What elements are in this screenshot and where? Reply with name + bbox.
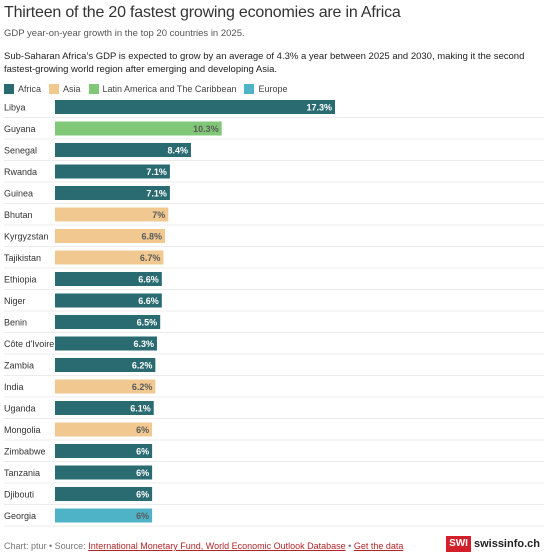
category-label: Niger: [4, 296, 26, 306]
value-label: 7%: [152, 210, 165, 220]
category-label: Zambia: [4, 361, 34, 371]
bar[interactable]: [55, 121, 222, 136]
value-label: 6.7%: [140, 253, 161, 263]
legend-item-latam: Latin America and The Caribbean: [88, 84, 237, 94]
bar[interactable]: [55, 164, 170, 179]
value-label: 6.8%: [142, 232, 163, 242]
value-label: 6.3%: [133, 339, 154, 349]
value-label: 10.3%: [193, 124, 219, 134]
legend-swatch-asia: [49, 84, 60, 94]
swissinfo-logo[interactable]: SWI swissinfo.ch: [446, 536, 540, 552]
value-label: 6%: [136, 425, 149, 435]
chart-subtitle: GDP year-on-year growth in the top 20 co…: [4, 28, 245, 39]
swi-badge: SWI: [446, 536, 471, 552]
chart-title: Thirteen of the 20 fastest growing econo…: [4, 4, 401, 21]
source-link[interactable]: International Monetary Fund, World Econo…: [88, 541, 346, 551]
category-label: India: [4, 382, 24, 392]
value-label: 6%: [136, 490, 149, 500]
get-data-link[interactable]: Get the data: [353, 541, 404, 551]
category-label: Mongolia: [4, 425, 41, 435]
legend-label-africa: Africa: [18, 84, 42, 94]
value-label: 8.4%: [167, 146, 188, 156]
footer-separator: •: [345, 541, 354, 551]
legend-item-europe: Europe: [244, 84, 287, 94]
category-label: Tajikistan: [4, 253, 41, 263]
value-label: 6.5%: [137, 318, 158, 328]
value-label: 6%: [136, 511, 149, 521]
bar[interactable]: [55, 229, 166, 243]
footer-credit: Chart: ptur • Source:: [4, 541, 89, 551]
category-label: Libya: [4, 103, 26, 113]
category-label: Tanzania: [4, 468, 40, 478]
value-label: 17.3%: [306, 103, 332, 113]
value-label: 6.1%: [130, 404, 151, 414]
bar[interactable]: [55, 508, 153, 523]
category-label: Zimbabwe: [4, 447, 46, 457]
category-label: Côte d'Ivoire: [4, 339, 54, 349]
legend-label-latam: Latin America and The Caribbean: [102, 84, 237, 94]
value-label: 6.2%: [132, 361, 153, 371]
category-label: Guinea: [4, 189, 33, 199]
value-label: 7.1%: [146, 167, 167, 177]
bar[interactable]: [55, 315, 161, 329]
legend-label-europe: Europe: [258, 84, 288, 94]
legend: Africa Asia Latin America and The Caribb…: [4, 83, 295, 95]
category-label: Bhutan: [4, 210, 33, 220]
category-label: Uganda: [4, 404, 36, 414]
bar[interactable]: [55, 487, 153, 501]
legend-item-asia: Asia: [49, 84, 81, 94]
value-label: 6%: [136, 468, 149, 478]
legend-swatch-europe: [244, 84, 255, 94]
bar[interactable]: [55, 207, 169, 222]
category-label: Guyana: [4, 124, 36, 134]
footer: Chart: ptur • Source: International Mone…: [4, 541, 403, 551]
logo-text: swissinfo.ch: [473, 538, 540, 550]
category-label: Djibouti: [4, 490, 34, 500]
bar[interactable]: [55, 358, 156, 372]
chart-description: Sub-Saharan Africa’s GDP is expected to …: [4, 51, 525, 75]
bar[interactable]: [55, 422, 153, 437]
value-label: 6.6%: [138, 296, 159, 306]
bar[interactable]: [55, 336, 157, 351]
bar[interactable]: [55, 186, 170, 200]
category-label: Senegal: [4, 146, 37, 156]
bar[interactable]: [55, 293, 162, 308]
bar[interactable]: [55, 465, 153, 480]
category-label: Georgia: [4, 511, 36, 521]
category-label: Rwanda: [4, 167, 37, 177]
bar-chart: Libya 17.3% Guyana 10.3% Senegal 8.4% Rwanda 7.…: [4, 100, 544, 527]
value-label: 6%: [136, 447, 149, 457]
bar[interactable]: [55, 272, 162, 286]
bar[interactable]: [55, 143, 191, 157]
bar[interactable]: [55, 379, 156, 394]
legend-swatch-africa: [4, 84, 14, 94]
value-label: 6.2%: [132, 382, 153, 392]
legend-label-asia: Asia: [63, 84, 81, 94]
legend-item-africa: Africa: [4, 84, 41, 94]
category-label: Ethiopia: [4, 275, 37, 285]
category-label: Benin: [4, 318, 27, 328]
bar[interactable]: [55, 401, 154, 415]
category-label: Kyrgyzstan: [4, 232, 49, 242]
value-label: 6.6%: [138, 275, 159, 285]
legend-swatch-latam: [88, 84, 99, 94]
value-label: 7.1%: [146, 189, 167, 199]
bar[interactable]: [55, 444, 153, 458]
bar[interactable]: [55, 250, 164, 265]
bar[interactable]: [55, 100, 335, 114]
